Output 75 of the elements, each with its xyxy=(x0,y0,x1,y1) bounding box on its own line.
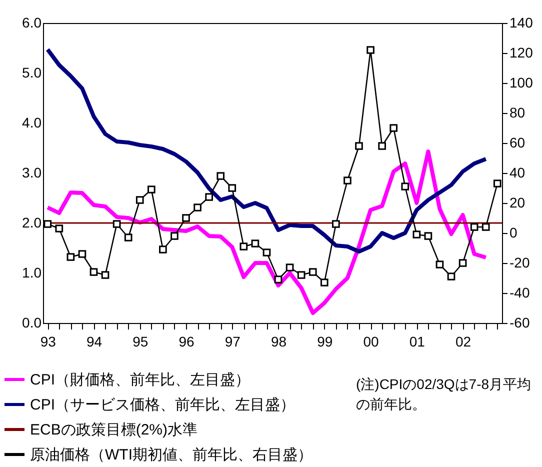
point xyxy=(493,180,502,188)
point xyxy=(344,176,352,184)
point xyxy=(136,196,144,204)
y-tick-label: 1.0 xyxy=(22,264,42,280)
point xyxy=(228,184,236,192)
point xyxy=(262,248,271,256)
y-tick-label: 6.0 xyxy=(22,14,42,30)
point xyxy=(170,232,178,240)
point xyxy=(159,246,167,254)
x-tick-label: 94 xyxy=(86,334,102,350)
x-tick-label: 96 xyxy=(178,334,194,350)
y2-tick-label: 60 xyxy=(510,134,526,150)
point xyxy=(447,272,456,280)
y2-tick-label: 20 xyxy=(510,194,526,210)
point xyxy=(424,232,432,240)
point xyxy=(366,46,374,54)
point xyxy=(251,240,260,248)
point xyxy=(147,186,156,194)
y-tick-label: 2.0 xyxy=(22,214,42,230)
x-tick-label: 98 xyxy=(270,334,287,350)
y-tick-label: 5.0 xyxy=(22,64,42,80)
point xyxy=(240,242,248,250)
y2-tick-label: -20 xyxy=(510,254,530,270)
point xyxy=(205,193,213,201)
point xyxy=(55,224,64,232)
y-tick-label: 0.0 xyxy=(22,314,42,330)
point xyxy=(401,182,410,190)
y2-tick-label: -60 xyxy=(510,314,530,330)
point xyxy=(308,268,317,276)
point xyxy=(66,253,75,261)
y2-tick-label: -40 xyxy=(510,284,530,300)
point xyxy=(378,142,386,150)
point xyxy=(216,172,225,180)
x-tick-label: 95 xyxy=(132,334,148,350)
point xyxy=(274,276,282,284)
point xyxy=(436,260,444,268)
point xyxy=(286,264,294,272)
y2-tick-label: 40 xyxy=(510,164,526,180)
point xyxy=(124,234,132,242)
y2-tick-label: 100 xyxy=(510,74,534,90)
text: (注)CPIの02/3Qは7-8月平均の前年比。 xyxy=(356,375,532,414)
y2-tick-label: 140 xyxy=(510,14,534,30)
y2-tick-label: 120 xyxy=(510,44,534,60)
y2-tick-label: 0 xyxy=(510,224,518,240)
point xyxy=(482,223,490,231)
point xyxy=(78,250,86,258)
y-tick-label: 3.0 xyxy=(22,164,42,180)
line-series xyxy=(46,48,488,254)
y2-tick-label: 80 xyxy=(510,104,526,120)
legend-label: 原油価格（WTI期初値、前年比、右目盛） xyxy=(30,446,312,464)
x-tick-label: 00 xyxy=(363,334,380,350)
point xyxy=(112,220,121,228)
point xyxy=(182,214,190,222)
point xyxy=(101,271,110,279)
point xyxy=(355,142,363,150)
point xyxy=(44,220,52,228)
point xyxy=(297,271,306,279)
point xyxy=(412,230,421,238)
x-tick-label: 99 xyxy=(317,334,333,350)
legend-label: ECBの政策目標(2%)水準 xyxy=(30,422,198,438)
point xyxy=(390,124,398,132)
x-tick-label: 97 xyxy=(224,334,241,350)
point xyxy=(332,220,340,228)
line-series xyxy=(46,150,488,315)
x-tick-label: 02 xyxy=(456,334,472,350)
point xyxy=(458,259,467,267)
y-tick-label: 4.0 xyxy=(22,114,42,130)
point xyxy=(320,278,328,286)
legend-label: CPI（サービス価格、前年比、左目盛） xyxy=(30,396,296,414)
legend-label: CPI（財価格、前年比、左目盛） xyxy=(30,372,250,388)
x-tick-label: 01 xyxy=(409,334,426,350)
point xyxy=(90,268,98,276)
point xyxy=(194,204,202,212)
x-tick-label: 93 xyxy=(40,334,56,350)
point xyxy=(470,223,478,231)
